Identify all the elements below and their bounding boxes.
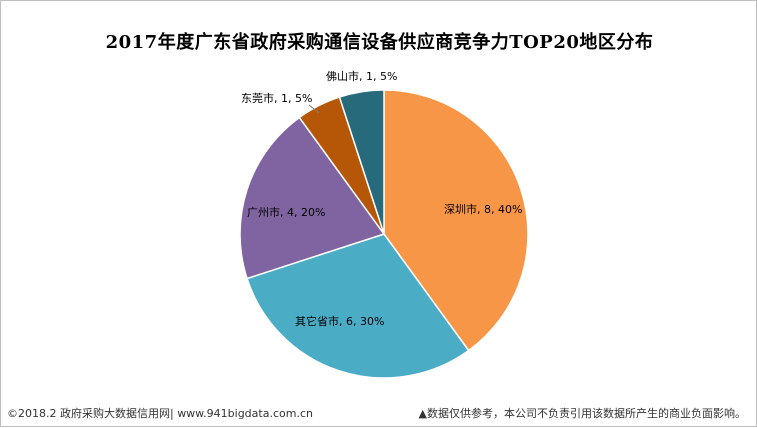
slice-data-label-4: 东莞市, 1, 5%	[241, 91, 312, 105]
pie-slice-3	[239, 116, 386, 280]
slice-data-label-5: 佛山市, 1, 5%	[326, 69, 397, 83]
footer-disclaimer: ▲数据仅供参考，本公司不负责引用该数据所产生的商业负面影响。	[418, 407, 746, 420]
footer-copyright: ©2018.2 政府采购大数据信用网| www.941bigdata.com.c…	[7, 407, 313, 420]
slice-data-label-1: 深圳市, 8, 40%	[444, 202, 522, 216]
slice-data-label-3: 广州市, 4, 20%	[247, 205, 325, 219]
pie-slice-2	[246, 233, 470, 379]
chart-title: 2017年度广东省政府采购通信设备供应商竞争力TOP20地区分布	[105, 32, 654, 53]
pie-slice-1	[383, 89, 529, 352]
pie-slice-5	[338, 89, 385, 235]
slice-data-label-2: 其它省市, 6, 30%	[295, 314, 384, 328]
leader-line-4	[308, 104, 320, 114]
